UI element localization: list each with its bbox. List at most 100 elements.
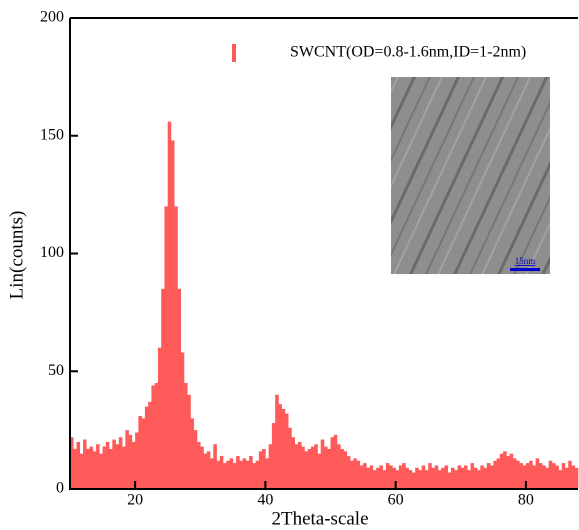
- bar: [561, 463, 566, 489]
- bar: [464, 465, 468, 489]
- bar: [294, 444, 299, 489]
- bar: [333, 434, 338, 489]
- bar: [128, 434, 133, 489]
- x-tick-label: 20: [127, 492, 143, 509]
- bar: [542, 465, 546, 489]
- bar: [493, 460, 497, 489]
- bar: [343, 451, 348, 489]
- bar: [509, 453, 514, 489]
- y-tick-label: 0: [56, 480, 64, 497]
- legend-label: SWCNT(OD=0.8-1.6nm,ID=1-2nm): [290, 44, 526, 61]
- bar: [141, 418, 146, 489]
- bar: [480, 465, 484, 489]
- bar: [144, 406, 149, 489]
- bar: [118, 437, 123, 489]
- bar: [496, 458, 501, 489]
- bar: [135, 432, 139, 489]
- bar: [389, 465, 393, 489]
- x-tick-label: 60: [388, 492, 404, 509]
- bar: [268, 444, 273, 489]
- bar: [229, 458, 234, 489]
- bar: [548, 460, 553, 489]
- bar: [89, 446, 94, 489]
- bar: [86, 448, 90, 489]
- bar: [92, 451, 97, 489]
- bar: [197, 441, 201, 489]
- bar: [320, 439, 325, 489]
- bar: [219, 456, 224, 489]
- bar: [174, 206, 178, 489]
- bar: [112, 439, 116, 489]
- bar: [431, 467, 436, 489]
- x-tick-label: 40: [257, 492, 273, 509]
- bar: [304, 451, 309, 489]
- bar: [382, 470, 387, 489]
- bar: [203, 453, 208, 489]
- bar: [483, 467, 488, 489]
- bar: [236, 456, 240, 489]
- bar: [265, 458, 269, 489]
- bar: [385, 463, 390, 489]
- bar: [284, 413, 289, 489]
- bar: [180, 352, 185, 489]
- bar: [512, 458, 517, 489]
- bar: [392, 467, 396, 489]
- bar: [183, 383, 188, 489]
- bar: [350, 460, 354, 489]
- bar: [499, 453, 504, 489]
- bar: [369, 465, 374, 489]
- bar: [288, 427, 292, 489]
- bar: [444, 465, 449, 489]
- bar: [376, 467, 380, 489]
- bar: [151, 385, 155, 489]
- bar: [467, 470, 471, 489]
- bar: [275, 394, 279, 489]
- bar: [477, 470, 481, 489]
- bar: [317, 453, 322, 489]
- bar: [454, 470, 458, 489]
- bar: [359, 465, 364, 489]
- bar: [490, 465, 494, 489]
- bar: [486, 463, 491, 489]
- bar: [405, 467, 409, 489]
- inset-image: [391, 77, 550, 274]
- bar: [421, 465, 426, 489]
- bar: [177, 288, 182, 489]
- bar: [278, 404, 282, 489]
- bar: [402, 463, 406, 489]
- bar: [200, 446, 204, 489]
- bar: [138, 415, 142, 489]
- y-tick-label: 150: [40, 126, 64, 143]
- bar: [252, 463, 256, 489]
- bar: [506, 456, 510, 489]
- bar: [395, 470, 400, 489]
- bar: [271, 423, 276, 489]
- bar: [366, 467, 370, 489]
- bar: [193, 430, 198, 489]
- bar: [538, 463, 543, 489]
- legend-marker: [232, 44, 236, 62]
- scale-bar: [510, 268, 540, 271]
- bar: [164, 206, 168, 489]
- bar: [297, 441, 302, 489]
- bar: [213, 444, 217, 489]
- bar: [154, 383, 159, 489]
- bar: [281, 408, 286, 489]
- bar: [535, 458, 540, 489]
- bar: [210, 458, 214, 489]
- bar: [525, 463, 530, 489]
- bar: [568, 460, 572, 489]
- bar: [558, 470, 563, 489]
- bar: [441, 467, 445, 489]
- bar: [411, 472, 416, 489]
- bar: [99, 453, 103, 489]
- bar: [415, 467, 419, 489]
- bar: [574, 467, 579, 489]
- bar: [232, 463, 237, 489]
- bar: [398, 465, 403, 489]
- bar: [473, 467, 478, 489]
- bar: [105, 441, 110, 489]
- bar: [187, 394, 191, 489]
- bar: [503, 451, 507, 489]
- bar: [148, 401, 152, 489]
